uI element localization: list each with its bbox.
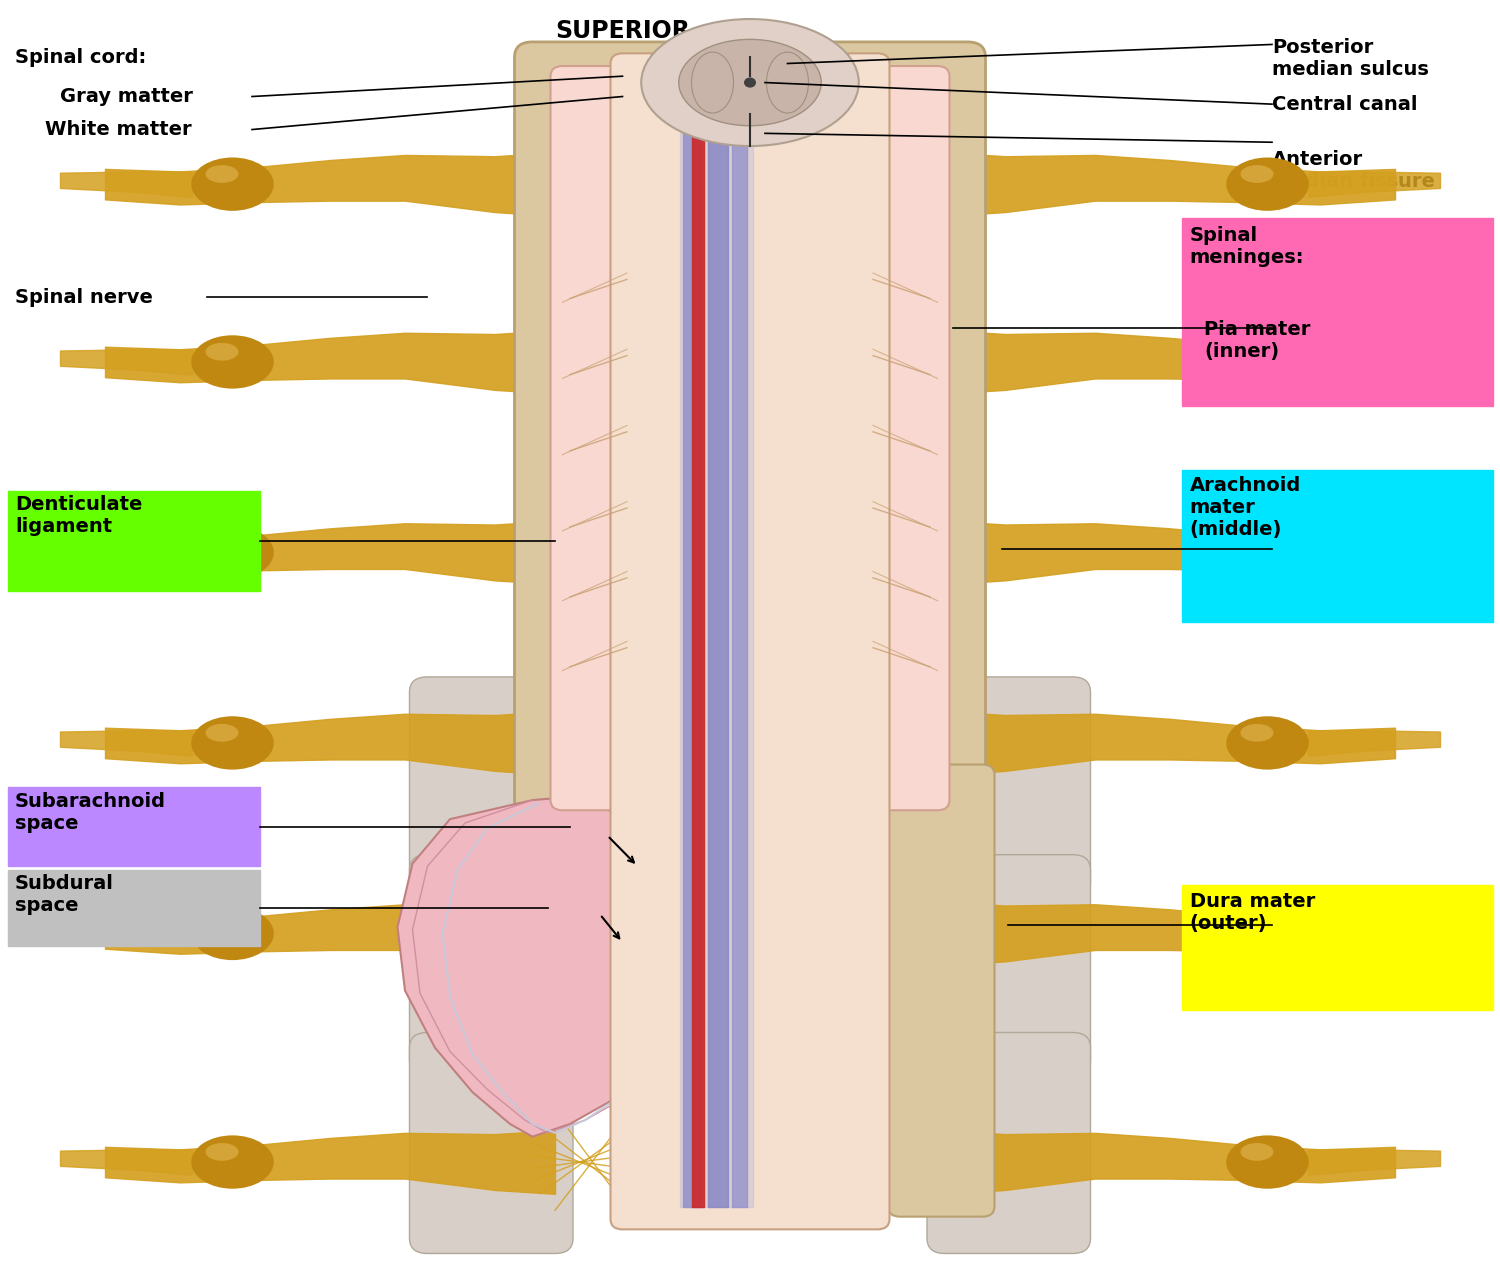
Ellipse shape (192, 1135, 273, 1189)
Ellipse shape (1227, 335, 1308, 389)
Ellipse shape (192, 157, 273, 211)
Ellipse shape (744, 77, 756, 88)
Text: Central canal: Central canal (1272, 95, 1418, 113)
Ellipse shape (192, 716, 273, 770)
Ellipse shape (692, 52, 734, 113)
Ellipse shape (1227, 526, 1308, 579)
FancyBboxPatch shape (927, 677, 1090, 898)
FancyBboxPatch shape (8, 491, 260, 591)
FancyBboxPatch shape (888, 765, 995, 1217)
FancyBboxPatch shape (410, 1033, 573, 1253)
Text: Spinal cord:: Spinal cord: (15, 48, 147, 66)
Ellipse shape (192, 526, 273, 579)
Ellipse shape (192, 907, 273, 960)
Ellipse shape (1227, 907, 1308, 960)
Ellipse shape (206, 165, 238, 183)
FancyBboxPatch shape (1182, 885, 1492, 1010)
FancyBboxPatch shape (550, 66, 950, 810)
Text: Denticulate
ligament: Denticulate ligament (15, 495, 142, 536)
Ellipse shape (1240, 533, 1274, 551)
Text: Dura mater
(outer): Dura mater (outer) (1190, 892, 1314, 932)
FancyBboxPatch shape (514, 42, 986, 815)
Ellipse shape (1227, 157, 1308, 211)
Text: Posterior
median sulcus: Posterior median sulcus (1272, 38, 1430, 79)
FancyBboxPatch shape (1182, 218, 1492, 406)
Ellipse shape (206, 1143, 238, 1161)
Ellipse shape (1227, 1135, 1308, 1189)
Ellipse shape (1227, 716, 1308, 770)
Text: White matter: White matter (45, 121, 192, 138)
Text: Anterior
median fissure: Anterior median fissure (1272, 150, 1436, 190)
FancyBboxPatch shape (1182, 470, 1492, 622)
Ellipse shape (642, 19, 858, 146)
Ellipse shape (678, 39, 822, 126)
Ellipse shape (1240, 165, 1274, 183)
Ellipse shape (206, 914, 238, 932)
Text: Gray matter: Gray matter (60, 88, 194, 105)
FancyBboxPatch shape (410, 677, 573, 898)
Text: Pia mater
(inner): Pia mater (inner) (1204, 320, 1311, 361)
Text: Subdural
space: Subdural space (15, 874, 114, 914)
Ellipse shape (206, 343, 238, 361)
Ellipse shape (1240, 914, 1274, 932)
Ellipse shape (1240, 343, 1274, 361)
Ellipse shape (192, 335, 273, 389)
Ellipse shape (206, 724, 238, 742)
Ellipse shape (1240, 724, 1274, 742)
Text: Arachnoid
mater
(middle): Arachnoid mater (middle) (1190, 476, 1300, 540)
FancyBboxPatch shape (927, 1033, 1090, 1253)
FancyBboxPatch shape (927, 855, 1090, 1076)
FancyBboxPatch shape (8, 787, 260, 866)
FancyBboxPatch shape (8, 870, 260, 946)
Text: Subarachnoid
space: Subarachnoid space (15, 792, 166, 833)
Text: Spinal nerve: Spinal nerve (15, 288, 153, 306)
Ellipse shape (1240, 1143, 1274, 1161)
FancyBboxPatch shape (610, 53, 890, 1229)
Polygon shape (398, 798, 705, 1137)
FancyBboxPatch shape (410, 855, 573, 1076)
Text: Spinal
meninges:: Spinal meninges: (1190, 226, 1304, 267)
Ellipse shape (766, 52, 808, 113)
Text: SUPERIOR: SUPERIOR (555, 19, 690, 43)
Ellipse shape (206, 533, 238, 551)
